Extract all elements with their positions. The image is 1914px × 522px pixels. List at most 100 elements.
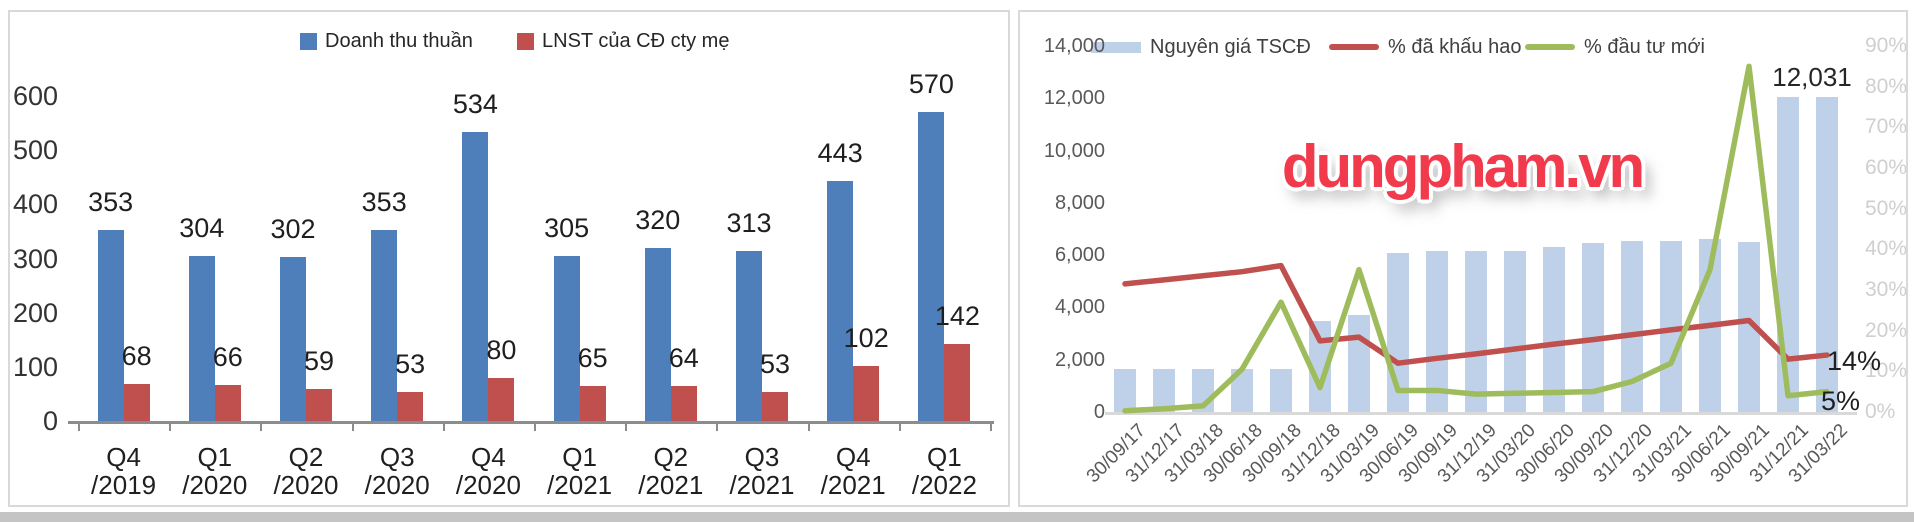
category-quarter-line: Q2 bbox=[288, 442, 324, 472]
right-axis-tick-label: 0% bbox=[1865, 400, 1896, 423]
x-axis-category-label: Q2/2021 bbox=[611, 443, 731, 499]
x-axis-line bbox=[1105, 412, 1857, 415]
doanh-thu-value-label: 534 bbox=[452, 88, 498, 119]
category-quarter-line: Q3 bbox=[379, 442, 415, 472]
category-year-line: /2021 bbox=[547, 470, 613, 500]
axis-tick bbox=[716, 421, 719, 431]
legend-item-nguyen-gia: Nguyên giá TSCĐ bbox=[1091, 36, 1311, 59]
category-quarter-line: Q4 bbox=[471, 442, 506, 472]
bar-doanh-thu-thuan bbox=[188, 256, 215, 421]
y-axis-label: 200 bbox=[12, 297, 58, 328]
bar-doanh-thu-thuan bbox=[736, 251, 762, 421]
legend-item-doanh-thu: Doanh thu thuần bbox=[300, 30, 473, 53]
category-quarter-line: Q2 bbox=[653, 442, 689, 472]
legend-item-khau-hao: % đã khấu hao bbox=[1329, 36, 1521, 59]
right-axis-tick-label: 90% bbox=[1865, 34, 1908, 57]
bar-nguyen-gia-tscd bbox=[1543, 247, 1565, 412]
x-axis-category-label: Q3/2020 bbox=[337, 443, 457, 499]
left-axis-tick-label: 6,000 bbox=[1054, 244, 1105, 267]
lnst-value-label: 66 bbox=[212, 342, 243, 373]
right-axis-tick-label: 40% bbox=[1865, 237, 1908, 261]
bar-lnst bbox=[123, 384, 150, 421]
left-axis-tick-label: 12,000 bbox=[1043, 87, 1105, 110]
category-year-line: /2021 bbox=[820, 470, 886, 500]
bar-doanh-thu-thuan bbox=[280, 257, 306, 421]
bar-nguyen-gia-tscd bbox=[1660, 240, 1682, 412]
category-quarter-line: Q1 bbox=[562, 442, 597, 472]
legend-label-lnst: LNST của CĐ cty mẹ bbox=[542, 29, 730, 52]
bar-lnst bbox=[670, 386, 697, 421]
left-axis-tick-label: 10,000 bbox=[1043, 139, 1105, 162]
right-axis-tick-label: 10% bbox=[1865, 359, 1908, 383]
bar-doanh-thu-thuan bbox=[462, 131, 489, 421]
axis-tick bbox=[351, 421, 354, 431]
x-axis-category-label: Q2/2020 bbox=[246, 443, 366, 499]
category-year-line: /2020 bbox=[364, 470, 430, 500]
lnst-value-label: 53 bbox=[759, 349, 791, 380]
lnst-value-label: 80 bbox=[486, 334, 517, 365]
legend-label-dau-tu-moi: % đầu tư mới bbox=[1584, 35, 1705, 58]
bar-lnst bbox=[488, 377, 515, 421]
last-bar-value-label: 12,031 bbox=[1772, 62, 1852, 92]
y-axis-label: 300 bbox=[12, 243, 58, 274]
left-axis-tick-label: 4,000 bbox=[1054, 296, 1105, 319]
watermark-text: dungpham.vn bbox=[1281, 133, 1645, 200]
x-axis-line bbox=[68, 421, 994, 424]
axis-tick bbox=[78, 421, 80, 431]
x-axis-category-label: Q4/2019 bbox=[64, 443, 184, 499]
category-year-line: /2020 bbox=[455, 470, 521, 500]
bar-doanh-thu-thuan bbox=[553, 255, 580, 421]
doanh-thu-value-label: 320 bbox=[635, 204, 681, 235]
right-axis-tick-label: 30% bbox=[1865, 278, 1908, 301]
right-axis-tick-label: 70% bbox=[1865, 115, 1908, 139]
doanh-thu-value-label: 302 bbox=[270, 214, 316, 245]
right-axis-tick-label: 50% bbox=[1865, 196, 1908, 220]
bar-nguyen-gia-tscd bbox=[1426, 251, 1448, 412]
y-axis-label: 0 bbox=[42, 406, 58, 436]
legend-item-dau-tu-moi: % đầu tư mới bbox=[1525, 36, 1705, 59]
green-line-end-label: 5% bbox=[1821, 386, 1861, 416]
red-line-swatch-icon bbox=[1329, 44, 1379, 50]
left-axis-tick-label: 2,000 bbox=[1054, 348, 1105, 371]
dau-tu-moi-line bbox=[1122, 63, 1830, 414]
left-axis-tick-label: 0 bbox=[1093, 401, 1105, 423]
right-axis-tick-label: 60% bbox=[1865, 156, 1908, 179]
x-axis-category-label: Q3/2021 bbox=[702, 443, 822, 499]
khau-hao-line bbox=[1122, 262, 1830, 366]
bar-lnst bbox=[762, 392, 788, 421]
doanh-thu-value-label: 353 bbox=[88, 186, 134, 217]
category-year-line: /2019 bbox=[91, 470, 157, 500]
lnst-value-label: 68 bbox=[121, 341, 152, 372]
x-axis-category-label: Q4/2020 bbox=[428, 443, 548, 499]
bar-doanh-thu-thuan bbox=[827, 181, 854, 421]
category-year-line: /2022 bbox=[911, 470, 977, 500]
bar-doanh-thu-thuan bbox=[371, 229, 398, 421]
x-axis-category-label: Q4/2021 bbox=[793, 443, 913, 499]
page-bottom-border bbox=[0, 512, 1914, 522]
axis-tick bbox=[169, 421, 172, 431]
right-axis-tick-label: 80% bbox=[1865, 74, 1908, 98]
bar-lnst bbox=[944, 344, 971, 421]
category-quarter-line: Q4 bbox=[106, 442, 141, 472]
line-series-layer bbox=[1122, 63, 1830, 414]
axis-tick bbox=[807, 421, 810, 431]
blue-square-swatch-icon bbox=[300, 32, 317, 50]
category-quarter-line: Q1 bbox=[927, 442, 962, 472]
left-axis-tick-label: 14,000 bbox=[1043, 35, 1105, 57]
bar-lnst bbox=[397, 392, 424, 421]
bar-lnst bbox=[853, 365, 880, 421]
bar-nguyen-gia-tscd bbox=[1582, 243, 1604, 412]
legend-label-khau-hao: % đã khấu hao bbox=[1388, 35, 1522, 58]
axis-tick bbox=[990, 421, 992, 431]
axis-tick bbox=[442, 421, 445, 431]
y-axis-label: 600 bbox=[12, 81, 58, 111]
bar-lnst bbox=[579, 385, 606, 421]
category-year-line: /2021 bbox=[729, 470, 795, 500]
legend-label-nguyen-gia: Nguyên giá TSCĐ bbox=[1150, 35, 1311, 58]
lnst-value-label: 59 bbox=[303, 346, 335, 377]
bar-nguyen-gia-tscd bbox=[1738, 242, 1760, 412]
category-year-line: /2020 bbox=[182, 470, 248, 500]
revenue-profit-chart-panel: Doanh thu thuần LNST của CĐ cty mẹ 0 100 2… bbox=[8, 10, 1010, 507]
x-axis-category-label: Q1/2020 bbox=[155, 443, 275, 499]
